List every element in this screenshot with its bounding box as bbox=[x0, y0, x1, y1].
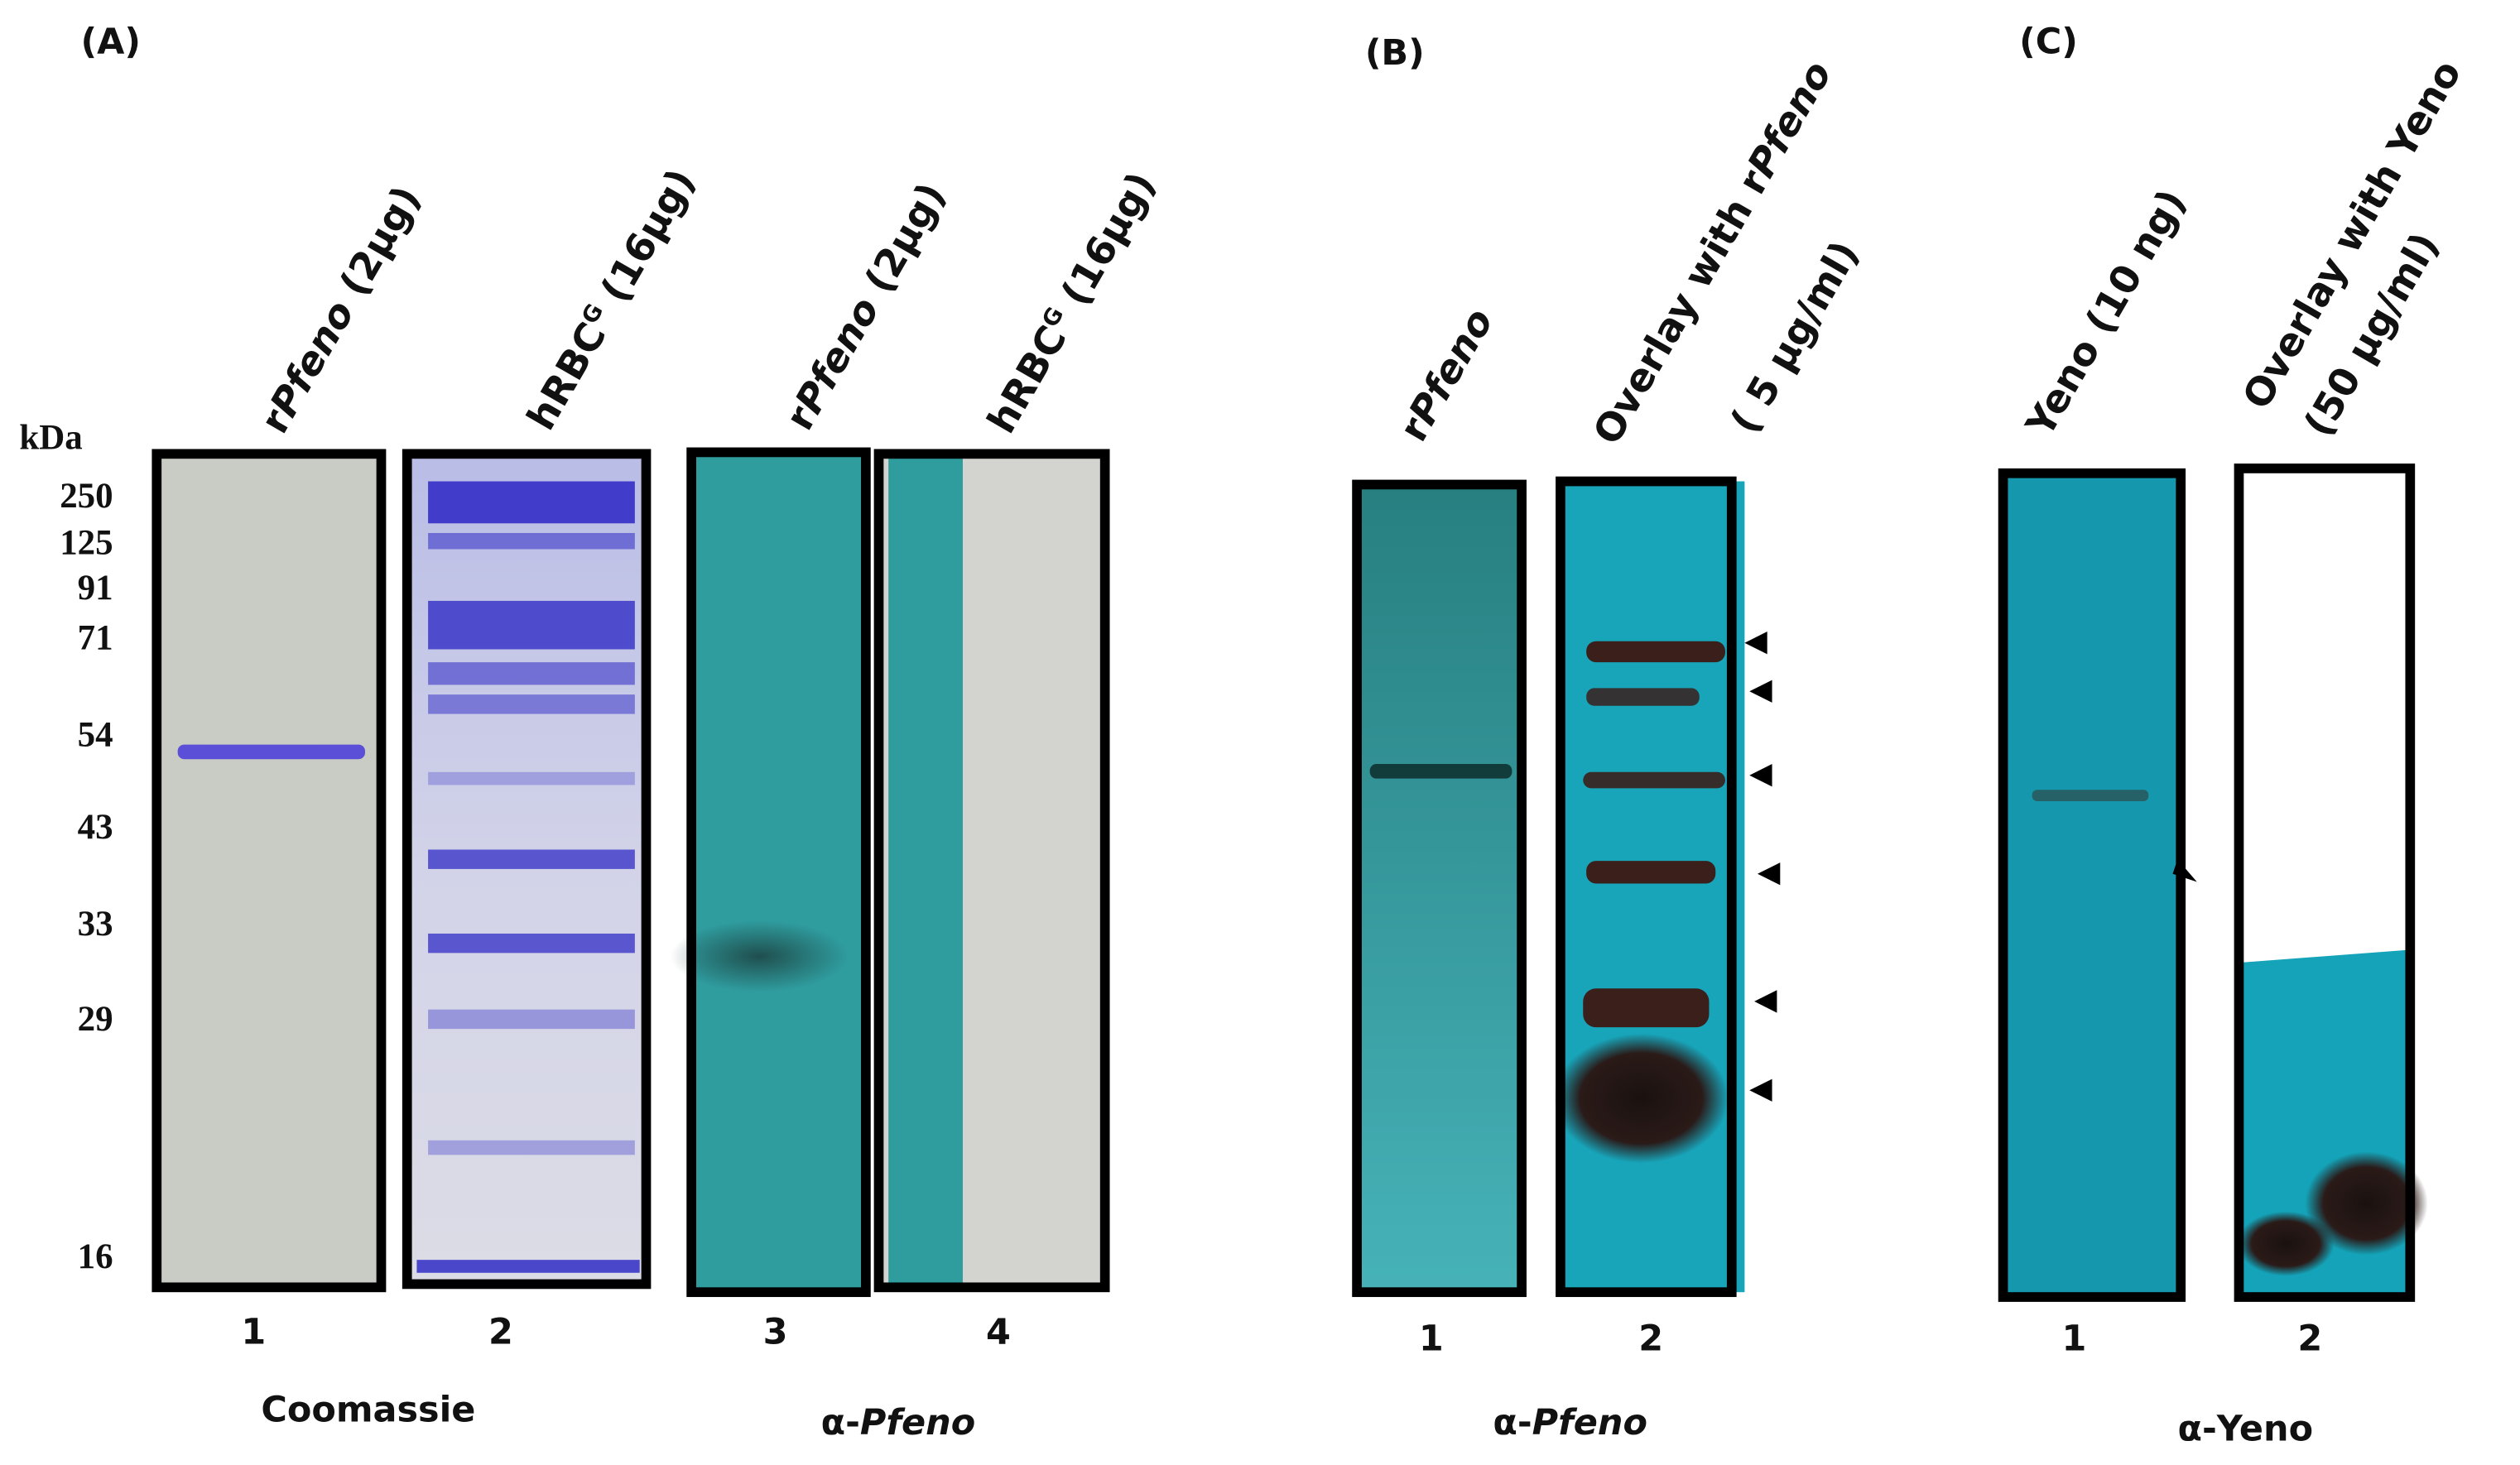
lane-frame bbox=[873, 449, 1110, 1293]
lane-label: rPfeno (2μg) bbox=[777, 175, 955, 438]
band bbox=[2032, 790, 2149, 801]
gel-lane bbox=[2003, 473, 2181, 1298]
caption: Coomassie bbox=[261, 1389, 475, 1430]
lane-number: 1 bbox=[2062, 1318, 2087, 1359]
bands bbox=[1583, 641, 1725, 1028]
panel-label: (A) bbox=[81, 21, 141, 62]
lane-frame bbox=[151, 449, 387, 1293]
lane-frame bbox=[1556, 476, 1737, 1298]
smear bbox=[1554, 1033, 1729, 1164]
lane-number: 3 bbox=[763, 1312, 788, 1353]
lane-frame bbox=[402, 449, 652, 1290]
lane-frame bbox=[1352, 479, 1527, 1298]
marker: 16 bbox=[78, 1237, 113, 1276]
marker: 54 bbox=[78, 716, 113, 755]
panel-label: (B) bbox=[1365, 32, 1425, 74]
gel-lane bbox=[691, 452, 866, 1293]
lane-label: rPfeno (2μg) bbox=[252, 179, 430, 441]
gel-lane bbox=[1357, 484, 1522, 1293]
lane-label: hRBCG (16μg) bbox=[979, 165, 1165, 441]
lane-number: 1 bbox=[1419, 1318, 1444, 1359]
gel-lane bbox=[888, 454, 963, 1288]
lane-number: 1 bbox=[241, 1312, 266, 1353]
gel-lane bbox=[156, 454, 382, 1288]
smear bbox=[2237, 1211, 2335, 1276]
lane-label: ( 5 μg/ml) bbox=[1723, 234, 1868, 441]
marker: 43 bbox=[78, 808, 113, 847]
band bbox=[1369, 764, 1512, 779]
marker: 33 bbox=[78, 905, 113, 944]
smear bbox=[670, 920, 849, 992]
arrows bbox=[1744, 632, 1781, 1102]
lane-label: hRBCG (16μg) bbox=[519, 161, 705, 438]
lane-label: rPfeno bbox=[1392, 301, 1503, 449]
marker: 29 bbox=[78, 1000, 113, 1039]
bands bbox=[416, 481, 640, 1273]
markers: 250 125 91 71 54 43 33 29 16 bbox=[60, 477, 113, 1276]
lane-label: Yeno (10 ng) bbox=[2017, 182, 2195, 444]
lane-label: Overlay with rPfeno bbox=[1585, 54, 1841, 452]
smear bbox=[2305, 1151, 2428, 1256]
lane-number: 2 bbox=[2297, 1318, 2322, 1359]
marker: 125 bbox=[60, 523, 113, 562]
lane-frame bbox=[686, 447, 871, 1298]
gel-lane bbox=[1560, 481, 1745, 1293]
marker: 91 bbox=[78, 569, 113, 608]
caption: α-Pfeno bbox=[821, 1402, 976, 1443]
marker: 250 bbox=[60, 477, 113, 516]
unit-label: kDa bbox=[19, 419, 82, 458]
band bbox=[177, 744, 365, 760]
captions: Coomassie α-Pfeno α-Pfeno α-Yeno bbox=[261, 1389, 2313, 1449]
lane-number: 2 bbox=[488, 1312, 513, 1353]
lane-numbers: 1 2 3 4 1 2 1 2 bbox=[241, 1312, 2322, 1360]
marker: 71 bbox=[78, 618, 113, 657]
lane-number: 2 bbox=[1638, 1318, 1663, 1359]
caption: α-Yeno bbox=[2177, 1409, 2313, 1450]
lane-number: 4 bbox=[986, 1312, 1011, 1353]
lane-frame bbox=[2234, 464, 2416, 1302]
panel-label: (C) bbox=[2019, 21, 2078, 62]
caption: α-Pfeno bbox=[1493, 1402, 1647, 1443]
lane-frame bbox=[1998, 468, 2186, 1302]
